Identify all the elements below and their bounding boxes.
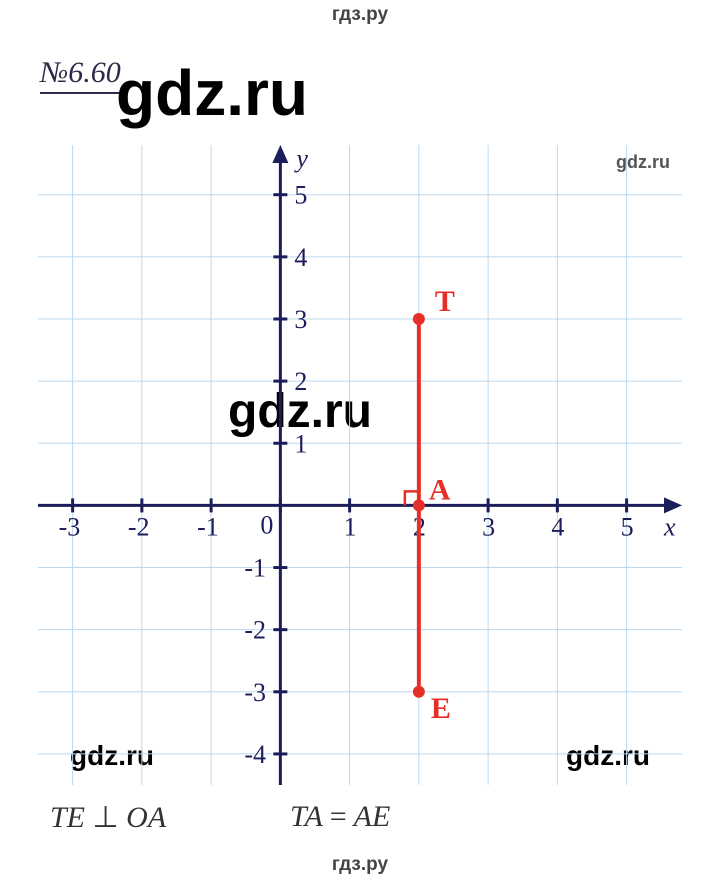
svg-text:x: x [663,512,676,541]
page-header: гдз.ру [0,0,720,26]
equation-2: TA = AE [290,800,390,834]
svg-text:1: 1 [294,429,307,458]
coordinate-chart: -3-2-112345-4-3-2-1123450xyTAE [38,145,682,785]
watermark-top: gdz.ru [116,56,308,130]
svg-text:5: 5 [621,512,634,541]
svg-text:-4: -4 [244,740,266,769]
svg-text:4: 4 [294,243,307,272]
svg-text:y: y [293,145,308,173]
eq2-left: TA [290,800,322,833]
svg-text:0: 0 [260,510,273,539]
svg-text:-1: -1 [244,554,266,583]
svg-text:3: 3 [294,305,307,334]
svg-text:-3: -3 [59,512,81,541]
svg-text:A: A [429,473,451,506]
svg-text:-3: -3 [244,678,266,707]
problem-number: №6.60 [40,56,121,94]
svg-text:4: 4 [551,512,564,541]
svg-text:2: 2 [294,367,307,396]
svg-text:1: 1 [344,512,357,541]
svg-text:-2: -2 [128,512,150,541]
svg-text:3: 3 [482,512,495,541]
svg-text:-1: -1 [197,512,219,541]
perpendicular-symbol: ⊥ [93,801,119,834]
svg-text:5: 5 [294,181,307,210]
eq2-right: AE [354,800,391,833]
svg-text:E: E [431,692,451,725]
page-footer: гдз.ру [0,854,720,876]
eq1-right: OA [126,801,166,834]
eq1-left: TE [50,801,85,834]
svg-text:-2: -2 [244,616,266,645]
equals-symbol: = [330,800,347,833]
svg-text:T: T [435,285,455,318]
equation-1: TE ⊥ OA [50,800,166,835]
